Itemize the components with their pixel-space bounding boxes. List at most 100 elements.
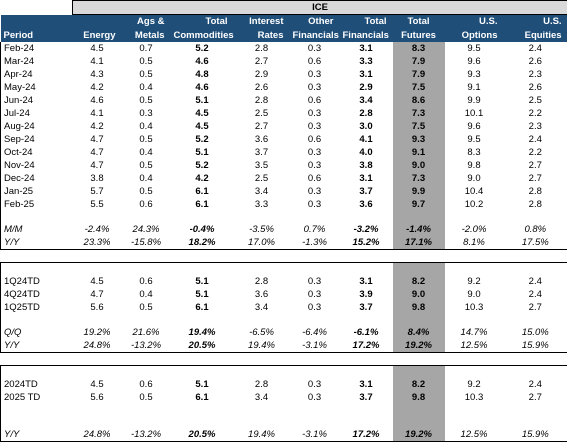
- value-cell: 9.0: [393, 288, 445, 301]
- value-cell: 0.3: [290, 275, 340, 288]
- value-cell: 2.4: [504, 42, 567, 55]
- separator-cell: [393, 250, 445, 263]
- value-cell: 0.6: [122, 275, 171, 288]
- value-cell: 8.3: [393, 42, 445, 55]
- ytd-gap: [1, 404, 567, 416]
- value-cell: 0.4: [122, 172, 171, 185]
- value-cell: 20.5%: [171, 339, 234, 353]
- quarterly-gap: [1, 314, 567, 326]
- value-cell: 2.2: [504, 146, 567, 159]
- value-cell: 15.9%: [504, 339, 567, 353]
- separator-cell: [445, 250, 504, 263]
- spacer-cell: [504, 314, 567, 326]
- value-cell: 5.6: [73, 301, 122, 314]
- value-cell: 5.2: [171, 42, 234, 55]
- value-cell: 2.8: [234, 42, 290, 55]
- spacer-cell: [340, 263, 393, 276]
- spacer-cell: [1, 314, 73, 326]
- value-cell: 4.2: [73, 81, 122, 94]
- value-cell: 15.2%: [340, 236, 393, 250]
- value-cell: 2.8: [234, 94, 290, 107]
- row-label: Y/Y: [1, 339, 73, 353]
- row-label: Feb-24: [1, 42, 73, 55]
- row-label: Sep-24: [1, 133, 73, 146]
- header-2: Metals: [122, 28, 171, 42]
- spacer-cell: [73, 366, 122, 379]
- value-cell: 0.6: [122, 378, 171, 391]
- header-top-0: [1, 15, 73, 29]
- spacer-cell: [340, 314, 393, 326]
- value-cell: 20.5%: [171, 428, 234, 442]
- value-cell: 23.3%: [73, 236, 122, 250]
- value-cell: 5.1: [171, 378, 234, 391]
- value-cell: 3.3: [340, 55, 393, 68]
- spacer-cell: [122, 263, 171, 276]
- value-cell: 0.3: [290, 301, 340, 314]
- value-cell: 0.3: [290, 288, 340, 301]
- value-cell: 9.9: [445, 94, 504, 107]
- spacer-cell: [1, 416, 73, 428]
- value-cell: 0.5: [122, 55, 171, 68]
- spacer-cell: [445, 416, 504, 428]
- row-label: Dec-24: [1, 172, 73, 185]
- value-cell: 3.6: [340, 198, 393, 211]
- spacer-cell: [171, 314, 234, 326]
- row-label: Oct-24: [1, 146, 73, 159]
- spacer-cell: [122, 404, 171, 416]
- separator-cell: [73, 353, 122, 366]
- spacer-cell: [290, 314, 340, 326]
- separator-cell: [1, 250, 73, 263]
- spacer-cell: [1, 404, 73, 416]
- value-cell: 2.7: [504, 391, 567, 404]
- separator-cell: [393, 353, 445, 366]
- separator-cell: [504, 250, 567, 263]
- value-cell: 5.5: [73, 198, 122, 211]
- value-cell: 17.2%: [340, 339, 393, 353]
- spacer-cell: [290, 416, 340, 428]
- value-cell: 6.1: [171, 198, 234, 211]
- value-cell: 3.4: [340, 94, 393, 107]
- value-cell: 2.4: [504, 288, 567, 301]
- value-cell: 0.3: [290, 42, 340, 55]
- value-cell: 6.1: [171, 391, 234, 404]
- value-cell: 3.3: [234, 198, 290, 211]
- value-cell: 12.5%: [445, 428, 504, 442]
- value-cell: 7.3: [393, 107, 445, 120]
- section-separator-1: [1, 250, 567, 263]
- value-cell: 9.9: [393, 185, 445, 198]
- value-cell: 10.3: [445, 391, 504, 404]
- spacer-cell: [445, 211, 504, 223]
- value-cell: 0.3: [290, 146, 340, 159]
- value-cell: 4.6: [171, 55, 234, 68]
- value-cell: 9.0: [445, 172, 504, 185]
- value-cell: 2.6: [504, 81, 567, 94]
- value-cell: 5.2: [171, 159, 234, 172]
- value-cell: 9.5: [445, 42, 504, 55]
- row-label: Aug-24: [1, 120, 73, 133]
- value-cell: 6.1: [171, 301, 234, 314]
- value-cell: 4.2: [171, 172, 234, 185]
- separator-cell: [73, 250, 122, 263]
- value-cell: 4.7: [73, 133, 122, 146]
- value-cell: 5.1: [171, 94, 234, 107]
- spacer-cell: [234, 416, 290, 428]
- value-cell: 19.2%: [73, 326, 122, 339]
- value-cell: -3.5%: [234, 223, 290, 236]
- header-top-9: U.S.: [504, 15, 567, 29]
- row-label: 2024TD: [1, 378, 73, 391]
- spacer-cell: [340, 211, 393, 223]
- monthly-gap: [1, 211, 567, 223]
- value-cell: 2.2: [504, 107, 567, 120]
- value-cell: 21.6%: [122, 326, 171, 339]
- spacer-cell: [290, 404, 340, 416]
- value-cell: 2.7: [234, 55, 290, 68]
- header-8: Options: [445, 28, 504, 42]
- spacer-cell: [122, 366, 171, 379]
- value-cell: 5.1: [171, 146, 234, 159]
